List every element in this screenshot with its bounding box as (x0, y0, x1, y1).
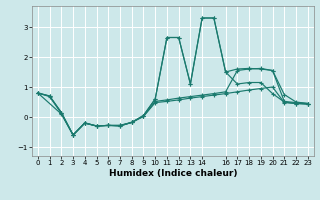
X-axis label: Humidex (Indice chaleur): Humidex (Indice chaleur) (108, 169, 237, 178)
